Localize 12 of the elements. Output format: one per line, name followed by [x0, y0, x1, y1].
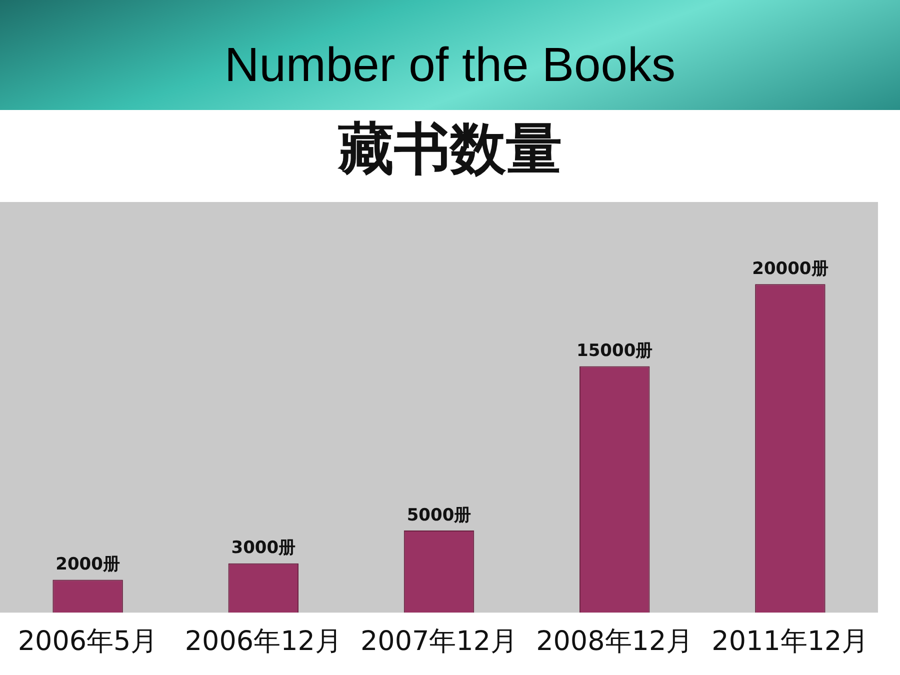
x-tick-label: 2011年12月 — [712, 626, 869, 657]
x-tick-label: 2006年12月 — [184, 626, 342, 657]
x-tick-label: 2008年12月 — [536, 626, 694, 657]
chart-title: Number of the Books — [224, 38, 676, 93]
x-tick-label: 2007年12月 — [360, 626, 518, 657]
data-label: 2000册 — [56, 554, 120, 575]
data-label: 5000册 — [406, 505, 472, 526]
data-label: 20000册 — [752, 259, 828, 280]
chart-subtitle: 藏书数量 — [336, 116, 563, 184]
data-label: 15000册 — [576, 341, 653, 362]
x-tick-label: 2006年5月 — [18, 626, 158, 657]
data-label: 3000册 — [231, 538, 296, 558]
